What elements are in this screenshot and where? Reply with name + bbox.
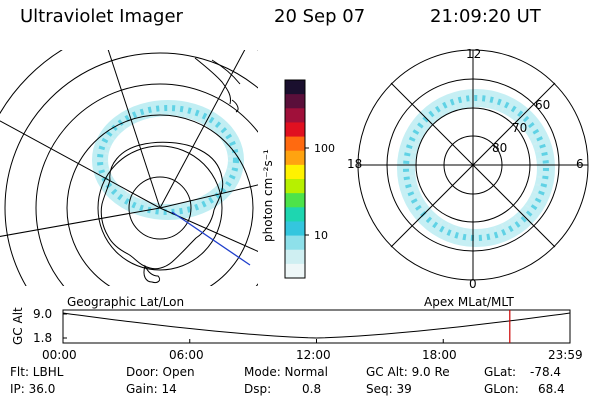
- colorbar-stripe: [285, 221, 305, 237]
- mlt-label-18: 18: [347, 157, 363, 171]
- colorbar: [284, 79, 309, 279]
- colorbar-stripe: [285, 122, 305, 138]
- info-dsp-label: Dsp:: [244, 382, 272, 396]
- alt-xtick-4: 23:59: [548, 348, 583, 362]
- colorbar-stripe: [285, 193, 305, 208]
- colorbar-stripe: [285, 263, 305, 279]
- colorbar-stripe: [285, 179, 305, 194]
- mlat-label-70: 70: [512, 121, 528, 135]
- orbit-track: [171, 211, 251, 266]
- meridians: [0, 50, 258, 252]
- instrument-title: Ultraviolet Imager: [20, 6, 183, 27]
- info-glon-label: GLon:: [484, 382, 519, 396]
- alt-ylabel: GC Alt: [11, 307, 25, 345]
- colorbar-tick-100: 100: [314, 142, 335, 155]
- mlat-label-80: 80: [492, 141, 508, 155]
- info-gc-alt: GC Alt: 9.0 Re: [366, 365, 450, 379]
- colorbar-unit-label: photon cm⁻²s⁻¹: [261, 149, 275, 242]
- info-door: Door: Open: [126, 365, 195, 379]
- info-dsp-value: 0.8: [302, 382, 322, 396]
- colorbar-stripe: [285, 249, 305, 265]
- altitude-plot: [62, 309, 571, 344]
- time-label: 21:09:20 UT: [430, 6, 541, 27]
- mlat-label-60: 60: [535, 98, 551, 112]
- info-ip: IP: 36.0: [10, 382, 56, 396]
- apex-title: Apex MLat/MLT: [424, 295, 514, 309]
- colorbar-stripe: [285, 164, 305, 180]
- info-gain: Gain: 14: [126, 382, 177, 396]
- alt-xtick-2: 12:00: [296, 348, 331, 362]
- mlt-label-12: 12: [466, 47, 482, 61]
- colorbar-stripe: [285, 108, 305, 124]
- info-mode: Mode: Normal: [244, 365, 328, 379]
- info-glat-label: GLat:: [484, 365, 517, 379]
- colorbar-stripe: [285, 235, 305, 251]
- aurora-oval-apex: [397, 89, 555, 247]
- geographic-map: [0, 50, 258, 286]
- info-glat-value: -78.4: [530, 365, 562, 379]
- colorbar-stripe: [285, 207, 305, 223]
- colorbar-stripe: [285, 94, 305, 109]
- alt-xtick-1: 06:00: [169, 348, 204, 362]
- alt-ytick-9: 9.0: [33, 307, 53, 321]
- date-label: 20 Sep 07: [274, 6, 366, 27]
- colorbar-stripe: [285, 150, 305, 166]
- mlt-label-0: 0: [469, 277, 477, 291]
- mlt-label-6: 6: [576, 157, 584, 171]
- alt-xtick-3: 18:00: [422, 348, 457, 362]
- apex-map: [357, 49, 589, 281]
- alt-xtick-0: 00:00: [42, 348, 77, 362]
- colorbar-stripe: [285, 136, 305, 152]
- info-seq: Seq: 39: [366, 382, 412, 396]
- geographic-title: Geographic Lat/Lon: [67, 295, 185, 309]
- alt-ytick-1.8: 1.8: [33, 331, 53, 345]
- info-glon-value: 68.4: [538, 382, 565, 396]
- latitude-circles: [0, 50, 258, 286]
- colorbar-stripe: [285, 80, 305, 95]
- coastline-antarctica: [100, 141, 224, 270]
- colorbar-tick-10: 10: [314, 229, 328, 242]
- info-flt: Flt: LBHL: [10, 365, 64, 379]
